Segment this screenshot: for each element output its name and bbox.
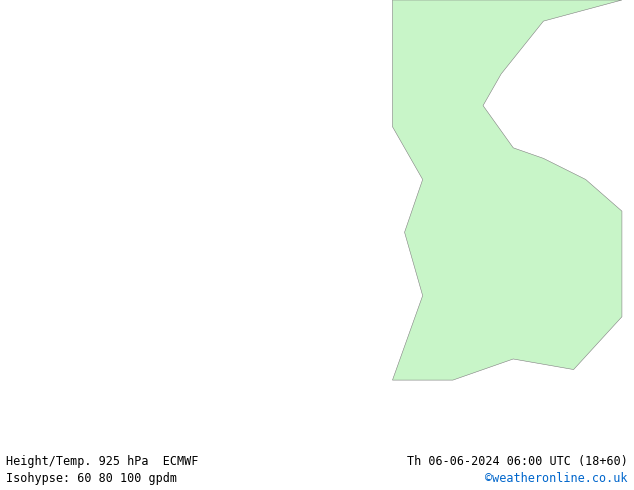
Text: Isohypse: 60 80 100 gpdm: Isohypse: 60 80 100 gpdm xyxy=(6,472,178,485)
Text: ©weatheronline.co.uk: ©weatheronline.co.uk xyxy=(485,472,628,485)
Text: Height/Temp. 925 hPa  ECMWF: Height/Temp. 925 hPa ECMWF xyxy=(6,455,198,468)
Polygon shape xyxy=(392,0,622,380)
Text: Th 06-06-2024 06:00 UTC (18+60): Th 06-06-2024 06:00 UTC (18+60) xyxy=(407,455,628,468)
